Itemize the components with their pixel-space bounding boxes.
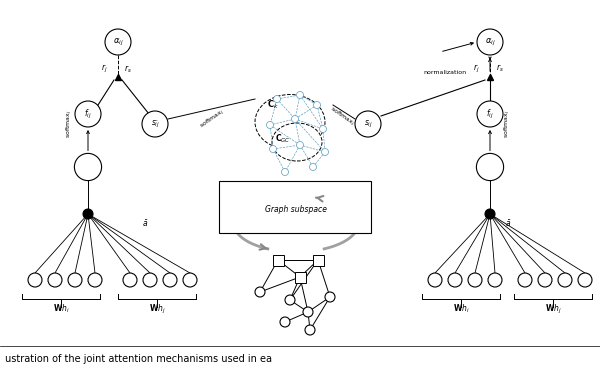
Circle shape (314, 102, 320, 109)
Circle shape (485, 209, 495, 219)
Circle shape (296, 141, 304, 148)
Circle shape (488, 273, 502, 287)
Circle shape (296, 92, 304, 99)
Text: ustration of the joint attention mechanisms used in ea: ustration of the joint attention mechani… (5, 354, 272, 364)
Circle shape (68, 273, 82, 287)
Circle shape (83, 209, 93, 219)
Text: normalization: normalization (424, 70, 467, 74)
Circle shape (75, 101, 101, 127)
Circle shape (325, 292, 335, 302)
Circle shape (28, 273, 42, 287)
Circle shape (477, 29, 503, 55)
Text: softmax$_j$: softmax$_j$ (65, 110, 75, 138)
Circle shape (123, 273, 137, 287)
Circle shape (310, 164, 317, 170)
FancyBboxPatch shape (272, 254, 284, 266)
Circle shape (274, 96, 281, 103)
Ellipse shape (272, 123, 322, 161)
Circle shape (255, 287, 265, 297)
Circle shape (476, 153, 503, 180)
Text: $\mathbf{W}h_j$: $\mathbf{W}h_j$ (545, 302, 562, 315)
Circle shape (269, 145, 277, 153)
Text: Graph subspace: Graph subspace (265, 205, 327, 214)
Circle shape (143, 273, 157, 287)
Ellipse shape (255, 94, 325, 150)
Text: $\bar{a}$: $\bar{a}$ (505, 219, 511, 230)
Circle shape (428, 273, 442, 287)
Text: softmax$_j$: softmax$_j$ (199, 108, 227, 132)
FancyBboxPatch shape (313, 254, 323, 266)
Circle shape (105, 29, 131, 55)
Text: $f_{ij}$: $f_{ij}$ (486, 108, 494, 121)
Circle shape (48, 273, 62, 287)
Circle shape (280, 317, 290, 327)
Circle shape (142, 111, 168, 137)
Circle shape (303, 307, 313, 317)
FancyBboxPatch shape (219, 181, 371, 233)
Text: softmax$_j$: softmax$_j$ (503, 110, 513, 138)
Circle shape (305, 325, 315, 335)
Text: $r_s$: $r_s$ (496, 62, 504, 74)
Circle shape (322, 148, 329, 155)
Text: $\mathbf{C}_{GC}$: $\mathbf{C}_{GC}$ (275, 133, 291, 145)
Circle shape (74, 153, 101, 180)
Circle shape (292, 115, 299, 122)
Circle shape (558, 273, 572, 287)
Circle shape (518, 273, 532, 287)
Text: $\mathbf{W}h_i$: $\mathbf{W}h_i$ (53, 303, 70, 315)
Text: $\bar{a}$: $\bar{a}$ (142, 219, 148, 230)
Circle shape (281, 169, 289, 176)
Text: $s_{\bar{ij}}$: $s_{\bar{ij}}$ (151, 118, 160, 129)
Circle shape (578, 273, 592, 287)
FancyBboxPatch shape (295, 272, 305, 282)
Text: $\mathbf{W}h_i$: $\mathbf{W}h_i$ (452, 303, 469, 315)
Circle shape (468, 273, 482, 287)
Text: $r_s$: $r_s$ (124, 63, 132, 75)
Text: softmax$_j$: softmax$_j$ (328, 105, 356, 129)
Circle shape (448, 273, 462, 287)
Text: $\alpha_{ij}$: $\alpha_{ij}$ (485, 36, 496, 48)
Text: $r_j$: $r_j$ (101, 63, 107, 75)
Text: $\mathbf{W}h_j$: $\mathbf{W}h_j$ (149, 302, 166, 315)
Circle shape (538, 273, 552, 287)
Text: $r_j$: $r_j$ (473, 63, 479, 75)
Circle shape (320, 125, 326, 132)
Circle shape (477, 101, 503, 127)
Text: $f_{ij}$: $f_{ij}$ (84, 108, 92, 121)
Circle shape (355, 111, 381, 137)
Circle shape (88, 273, 102, 287)
Circle shape (183, 273, 197, 287)
Circle shape (163, 273, 177, 287)
Text: $\alpha_{ij}$: $\alpha_{ij}$ (113, 36, 124, 48)
Text: $s_{ij}$: $s_{ij}$ (364, 118, 373, 129)
Circle shape (285, 295, 295, 305)
Circle shape (266, 122, 274, 128)
Text: $\mathbf{C}_k$: $\mathbf{C}_k$ (267, 99, 279, 111)
